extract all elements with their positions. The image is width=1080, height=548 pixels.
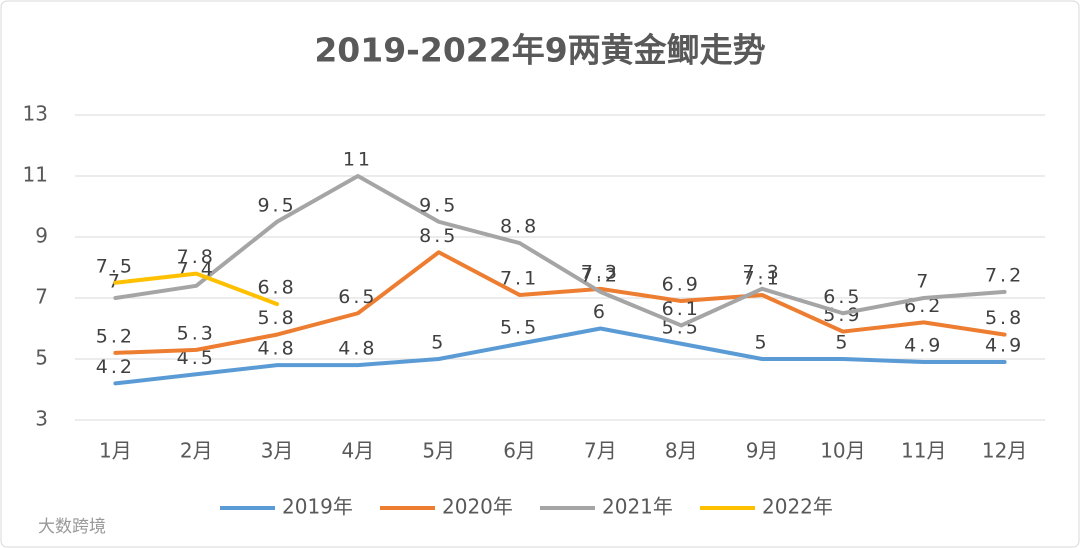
y-tick-label: 9 (35, 224, 48, 248)
data-label: 9.5 (419, 194, 458, 216)
legend-label: 2022年 (762, 495, 833, 519)
y-tick-label: 7 (35, 285, 48, 309)
data-label: 5.3 (177, 322, 216, 344)
data-label: 6.9 (662, 274, 701, 296)
data-label: 5.8 (985, 307, 1024, 329)
data-label: 8.5 (419, 225, 458, 247)
legend-label: 2020年 (442, 495, 513, 519)
y-tick-label: 11 (23, 163, 48, 187)
data-label: 4.8 (257, 338, 296, 360)
series-line (113, 271, 280, 307)
x-tick-label: 5月 (422, 439, 455, 463)
data-label: 6 (593, 301, 608, 323)
data-label: 6.1 (662, 298, 701, 320)
data-label: 5 (755, 332, 770, 354)
y-tick-label: 5 (35, 346, 48, 370)
data-label: 11 (343, 149, 373, 171)
x-tick-label: 11月 (901, 439, 946, 463)
data-label: 4.9 (904, 335, 943, 357)
data-label: 6.8 (257, 277, 296, 299)
data-label: 5 (431, 332, 446, 354)
data-label: 7.3 (742, 261, 781, 283)
x-tick-label: 10月 (820, 439, 865, 463)
data-label: 4.2 (96, 356, 135, 378)
watermark: 大数跨境 (38, 517, 106, 537)
data-label: 7.3 (581, 261, 620, 283)
data-label: 5.8 (257, 307, 296, 329)
data-label: 6.5 (823, 286, 862, 308)
x-tick-label: 6月 (503, 439, 536, 463)
series-line (113, 326, 1007, 386)
series-line (113, 174, 1007, 328)
x-tick-label: 3月 (261, 439, 294, 463)
x-tick-label: 4月 (342, 439, 375, 463)
chart-title: 2019-2022年9两黄金鲫走势 (314, 31, 765, 70)
x-tick-label: 1月 (99, 439, 132, 463)
y-tick-label: 3 (35, 407, 48, 431)
series-line (113, 250, 1007, 355)
data-label: 7.1 (500, 267, 539, 289)
legend-label: 2019年 (282, 495, 353, 519)
data-label: 6.5 (338, 286, 377, 308)
legend-label: 2021年 (602, 495, 673, 519)
data-label: 4.9 (985, 335, 1024, 357)
data-label: 8.8 (500, 216, 539, 238)
data-label: 5 (835, 332, 850, 354)
data-label: 7.2 (985, 264, 1024, 286)
x-tick-label: 8月 (665, 439, 698, 463)
data-label: 9.5 (257, 194, 296, 216)
x-tick-label: 9月 (746, 439, 779, 463)
data-label: 4.8 (338, 338, 377, 360)
data-label: 7.2 (581, 264, 620, 286)
data-label: 7 (916, 271, 931, 293)
x-tick-label: 7月 (584, 439, 617, 463)
data-label: 4.5 (177, 347, 216, 369)
data-label: 7.5 (96, 255, 135, 277)
y-tick-label: 13 (23, 102, 48, 126)
data-label: 5.2 (96, 325, 135, 347)
data-label: 7.1 (742, 267, 781, 289)
data-label: 7.8 (177, 246, 216, 268)
x-tick-label: 12月 (982, 439, 1027, 463)
x-tick-label: 2月 (180, 439, 213, 463)
data-label: 5.5 (500, 316, 539, 338)
